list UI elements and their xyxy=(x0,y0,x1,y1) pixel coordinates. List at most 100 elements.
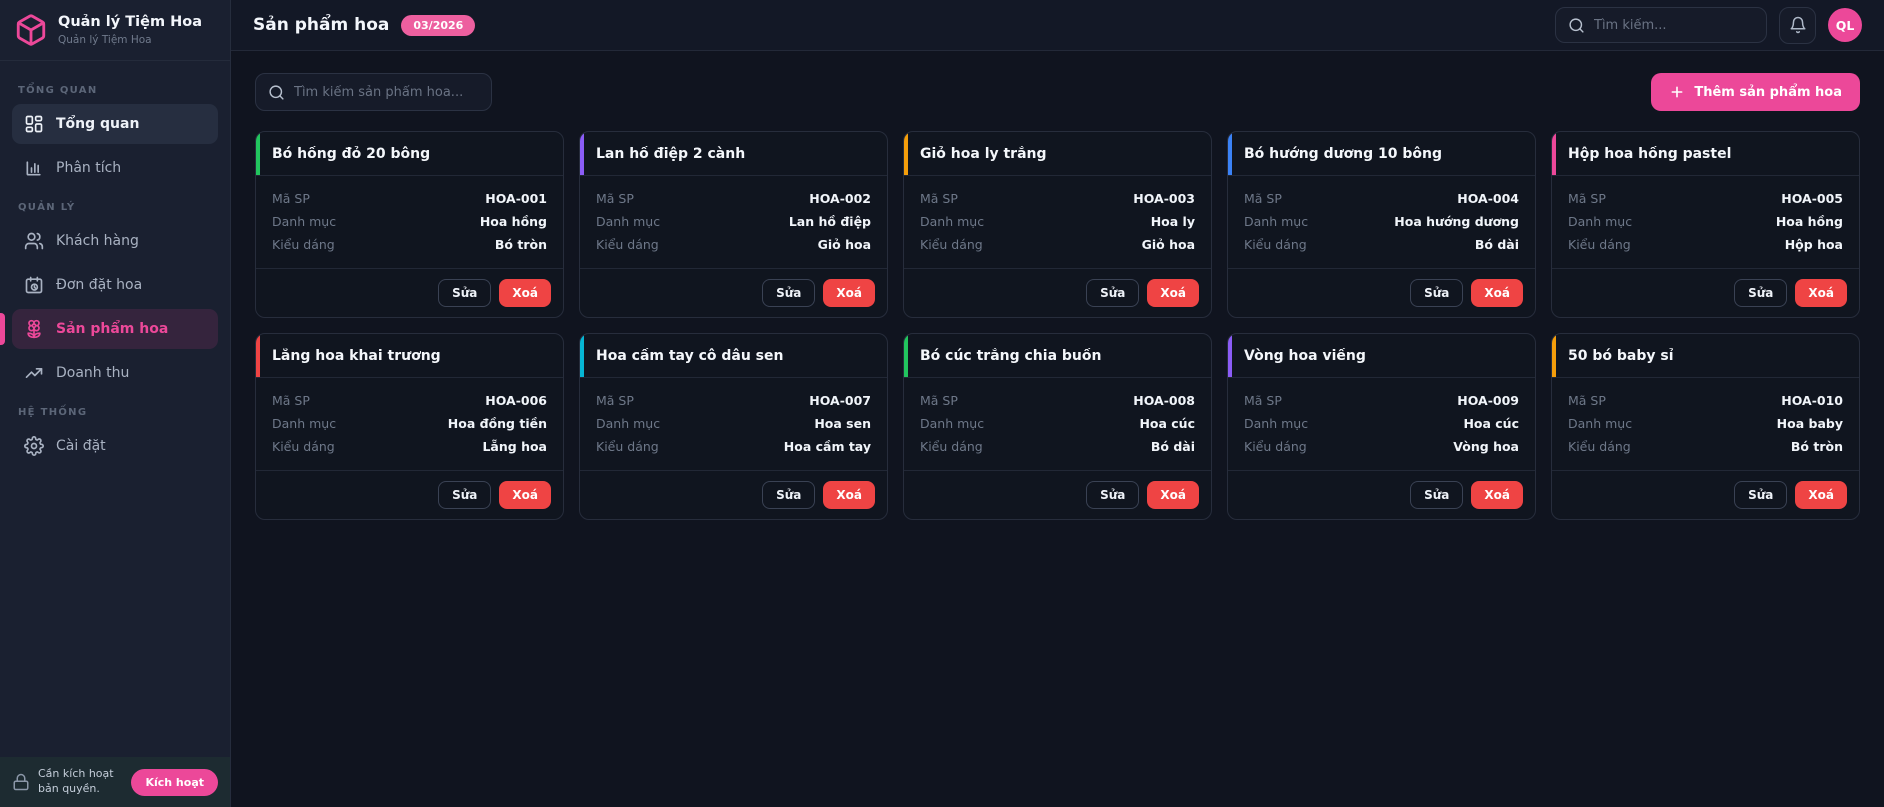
field-row-category: Danh mục Hoa cúc xyxy=(920,412,1195,435)
product-card-header: Lẵng hoa khai trương xyxy=(256,334,563,378)
edit-button[interactable]: Sửa xyxy=(438,481,492,509)
delete-button[interactable]: Xoá xyxy=(823,481,875,509)
product-title: Lẵng hoa khai trương xyxy=(272,348,441,364)
notifications-button[interactable] xyxy=(1779,6,1816,44)
product-code: HOA-002 xyxy=(809,191,871,206)
activate-button[interactable]: Kích hoạt xyxy=(131,768,218,796)
product-card: Giỏ hoa ly trắng Mã SP HOA-003 Danh mục … xyxy=(903,131,1212,318)
sidebar-item-khach-hang[interactable]: Khách hàng xyxy=(12,221,218,261)
edit-button[interactable]: Sửa xyxy=(762,279,816,307)
month-badge: 03/2026 xyxy=(401,14,476,36)
sidebar-item-label: Phân tích xyxy=(56,160,122,176)
product-card-footer: Sửa Xoá xyxy=(580,268,887,317)
field-row-category: Danh mục Hoa sen xyxy=(596,412,871,435)
sidebar-item-cai-dat[interactable]: Cài đặt xyxy=(12,426,218,466)
product-card-footer: Sửa Xoá xyxy=(904,470,1211,519)
nav-section-overview: TỔNG QUAN xyxy=(18,85,98,96)
product-card: Vòng hoa viếng Mã SP HOA-009 Danh mục Ho… xyxy=(1227,333,1536,520)
plus-icon xyxy=(1669,84,1685,100)
product-card-body: Mã SP HOA-007 Danh mục Hoa sen Kiểu dáng… xyxy=(580,378,887,470)
sidebar: Quản lý Tiệm Hoa Quản lý Tiệm Hoa TỔNG Q… xyxy=(0,0,231,807)
edit-button[interactable]: Sửa xyxy=(762,481,816,509)
edit-button[interactable]: Sửa xyxy=(1086,279,1140,307)
sidebar-nav: TỔNG QUAN Tổng quan Phân tích xyxy=(0,61,230,757)
field-label: Kiểu dáng xyxy=(596,237,659,252)
product-card: Hoa cầm tay cô dâu sen Mã SP HOA-007 Dan… xyxy=(579,333,888,520)
delete-button[interactable]: Xoá xyxy=(1147,279,1199,307)
product-code: HOA-006 xyxy=(485,393,547,408)
field-label: Mã SP xyxy=(272,191,310,206)
global-search-input[interactable] xyxy=(1594,17,1754,33)
delete-button[interactable]: Xoá xyxy=(1471,481,1523,509)
global-search xyxy=(1555,7,1767,43)
product-card: 50 bó baby sỉ Mã SP HOA-010 Danh mục Hoa… xyxy=(1551,333,1860,520)
field-row-style: Kiểu dáng Bó dài xyxy=(920,435,1195,458)
edit-button[interactable]: Sửa xyxy=(1410,481,1464,509)
product-card-body: Mã SP HOA-004 Danh mục Hoa hướng dương K… xyxy=(1228,176,1535,268)
delete-button[interactable]: Xoá xyxy=(1795,481,1847,509)
field-row-category: Danh mục Hoa hướng dương xyxy=(1244,210,1519,233)
sidebar-item-don-dat-hoa[interactable]: Đơn đặt hoa xyxy=(12,265,218,305)
edit-button[interactable]: Sửa xyxy=(1734,279,1788,307)
field-row-style: Kiểu dáng Bó tròn xyxy=(272,233,547,256)
delete-button[interactable]: Xoá xyxy=(1471,279,1523,307)
gear-icon xyxy=(24,436,44,456)
bell-icon xyxy=(1790,16,1805,34)
edit-button[interactable]: Sửa xyxy=(1734,481,1788,509)
avatar[interactable]: QL xyxy=(1828,8,1862,42)
product-card-body: Mã SP HOA-008 Danh mục Hoa cúc Kiểu dáng… xyxy=(904,378,1211,470)
field-label: Kiểu dáng xyxy=(1568,439,1631,454)
product-card: Hộp hoa hồng pastel Mã SP HOA-005 Danh m… xyxy=(1551,131,1860,318)
product-card-footer: Sửa Xoá xyxy=(1228,470,1535,519)
edit-button[interactable]: Sửa xyxy=(1086,481,1140,509)
add-product-button[interactable]: Thêm sản phẩm hoa xyxy=(1651,73,1860,111)
product-category: Hoa cúc xyxy=(1139,416,1195,431)
edit-button[interactable]: Sửa xyxy=(438,279,492,307)
product-card-header: Bó cúc trắng chia buồn xyxy=(904,334,1211,378)
product-style: Lẵng hoa xyxy=(482,439,547,454)
product-card-body: Mã SP HOA-006 Danh mục Hoa đồng tiền Kiể… xyxy=(256,378,563,470)
sidebar-item-san-pham-hoa[interactable]: Sản phẩm hoa xyxy=(0,309,218,349)
field-label: Kiểu dáng xyxy=(596,439,659,454)
product-card-body: Mã SP HOA-010 Danh mục Hoa baby Kiểu dán… xyxy=(1552,378,1859,470)
field-row-style: Kiểu dáng Giỏ hoa xyxy=(920,233,1195,256)
field-row-style: Kiểu dáng Bó dài xyxy=(1244,233,1519,256)
product-title: Bó cúc trắng chia buồn xyxy=(920,348,1102,364)
field-row-category: Danh mục Hoa cúc xyxy=(1244,412,1519,435)
product-style: Vòng hoa xyxy=(1453,439,1519,454)
sidebar-item-doanh-thu[interactable]: Doanh thu xyxy=(12,353,218,393)
field-label: Mã SP xyxy=(596,191,634,206)
search-icon xyxy=(268,84,285,101)
card-accent-bar xyxy=(1552,132,1556,175)
sidebar-item-phan-tich[interactable]: Phân tích xyxy=(12,148,218,188)
product-style: Bó tròn xyxy=(1790,439,1843,454)
product-card-body: Mã SP HOA-001 Danh mục Hoa hồng Kiểu dán… xyxy=(256,176,563,268)
product-style: Bó dài xyxy=(1474,237,1519,252)
edit-button[interactable]: Sửa xyxy=(1410,279,1464,307)
field-row-code: Mã SP HOA-005 xyxy=(1568,187,1843,210)
product-code: HOA-007 xyxy=(809,393,871,408)
main-area: Sản phẩm hoa 03/2026 QL xyxy=(231,0,1884,807)
field-label: Mã SP xyxy=(272,393,310,408)
product-code: HOA-010 xyxy=(1781,393,1843,408)
delete-button[interactable]: Xoá xyxy=(823,279,875,307)
product-code: HOA-004 xyxy=(1457,191,1519,206)
delete-button[interactable]: Xoá xyxy=(499,279,551,307)
product-card-footer: Sửa Xoá xyxy=(580,470,887,519)
product-card-header: 50 bó baby sỉ xyxy=(1552,334,1859,378)
product-card-footer: Sửa Xoá xyxy=(1552,470,1859,519)
sidebar-item-label: Khách hàng xyxy=(56,233,139,249)
product-category: Hoa cúc xyxy=(1463,416,1519,431)
sidebar-item-tong-quan[interactable]: Tổng quan xyxy=(12,104,218,144)
flower-icon xyxy=(24,319,44,339)
search-icon xyxy=(1568,17,1585,34)
card-accent-bar xyxy=(580,132,584,175)
product-search-input[interactable] xyxy=(294,84,479,100)
field-label: Mã SP xyxy=(1568,191,1606,206)
product-category: Hoa ly xyxy=(1150,214,1195,229)
product-title: Bó hồng đỏ 20 bông xyxy=(272,146,431,162)
product-title: Giỏ hoa ly trắng xyxy=(920,146,1047,162)
delete-button[interactable]: Xoá xyxy=(1147,481,1199,509)
delete-button[interactable]: Xoá xyxy=(499,481,551,509)
delete-button[interactable]: Xoá xyxy=(1795,279,1847,307)
